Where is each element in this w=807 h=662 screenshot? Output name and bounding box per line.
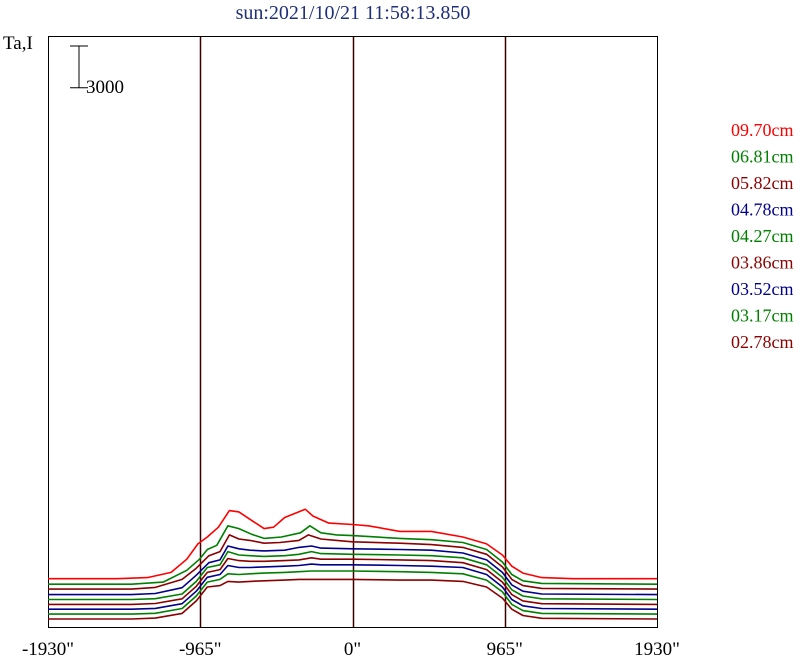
series-line-1 <box>48 524 658 586</box>
series-line-7 <box>48 570 658 615</box>
series-group <box>48 508 658 620</box>
limb-lines <box>199 37 507 627</box>
legend-entry-2: 05.82cm <box>731 173 794 193</box>
legend-entry-5: 03.86cm <box>731 253 794 273</box>
legend-entry-3: 04.78cm <box>731 200 794 220</box>
legend-entry-8: 02.78cm <box>731 332 794 352</box>
legend-entry-6: 03.52cm <box>731 279 794 299</box>
legend-entry-1: 06.81cm <box>731 147 794 167</box>
x-tick-labels: -1930" -965" 0" 965" 1930" <box>22 639 680 660</box>
x-tick-label-4: 1930" <box>634 639 680 660</box>
x-tick-label-1: -965" <box>179 639 222 660</box>
legend-entry-0: 09.70cm <box>731 120 794 140</box>
series-line-6 <box>48 563 658 611</box>
x-tick-label-3: 965" <box>487 639 523 660</box>
scale-bar: 3000 <box>70 45 124 98</box>
series-line-2 <box>48 534 658 590</box>
legend-entry-7: 03.17cm <box>731 306 794 326</box>
plot-frame <box>48 36 658 628</box>
y-axis-label: Ta,I <box>3 33 33 54</box>
legend-entry-4: 04.27cm <box>731 226 794 246</box>
series-line-3 <box>48 545 658 596</box>
legend: 09.70cm 06.81cm 05.82cm 04.78cm 04.27cm 03.86… <box>731 120 794 352</box>
x-tick-label-0: -1930" <box>22 639 74 660</box>
x-tick-label-2: 0" <box>344 639 361 660</box>
chart-title: sun:2021/10/21 11:58:13.850 <box>236 2 471 24</box>
series-line-4 <box>48 550 658 601</box>
series-line-8 <box>48 578 658 620</box>
series-line-5 <box>48 556 658 606</box>
scale-bar-label: 3000 <box>86 77 124 98</box>
series-line-0 <box>48 508 657 580</box>
